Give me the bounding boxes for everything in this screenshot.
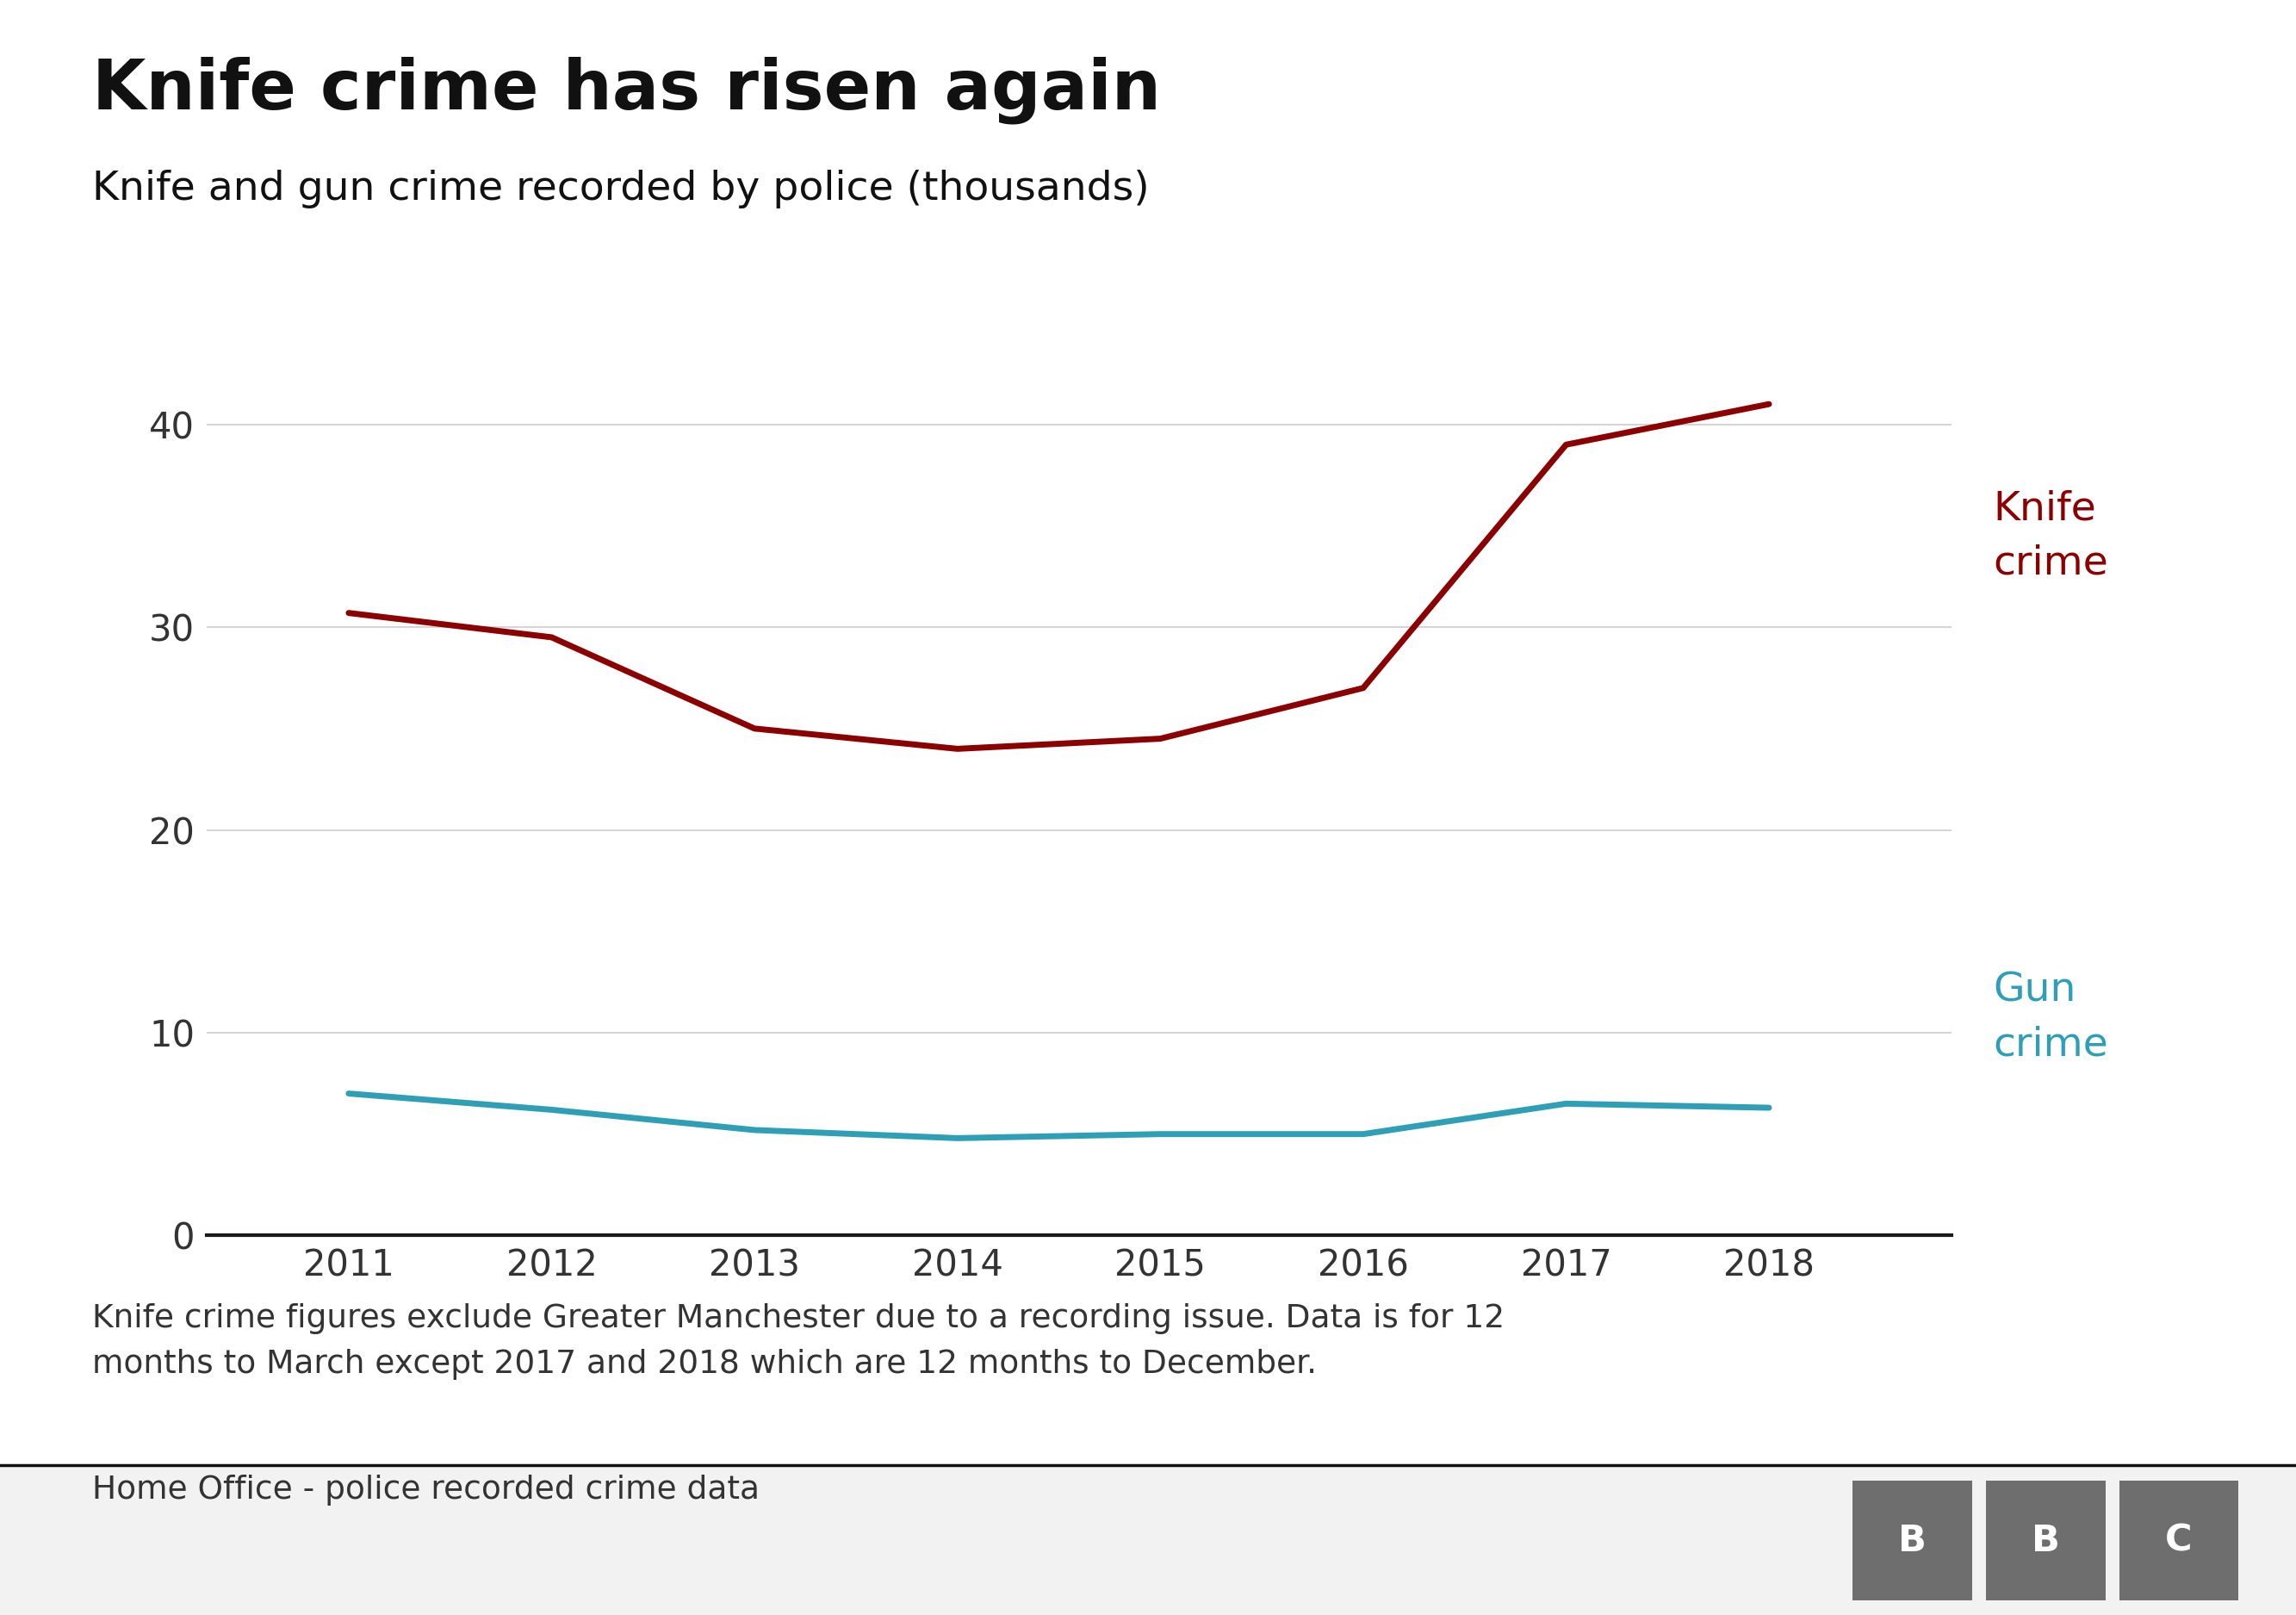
Text: Knife crime figures exclude Greater Manchester due to a recording issue. Data is: Knife crime figures exclude Greater Manc… bbox=[92, 1303, 1504, 1379]
Text: Gun
crime: Gun crime bbox=[1993, 971, 2108, 1064]
Text: C: C bbox=[2165, 1523, 2193, 1558]
Text: B: B bbox=[1899, 1523, 1926, 1558]
Text: Knife crime has risen again: Knife crime has risen again bbox=[92, 57, 1159, 124]
Text: Knife
crime: Knife crime bbox=[1993, 489, 2108, 583]
Text: Knife and gun crime recorded by police (thousands): Knife and gun crime recorded by police (… bbox=[92, 170, 1148, 208]
Text: Home Office - police recorded crime data: Home Office - police recorded crime data bbox=[92, 1474, 760, 1505]
Text: B: B bbox=[2032, 1523, 2060, 1558]
